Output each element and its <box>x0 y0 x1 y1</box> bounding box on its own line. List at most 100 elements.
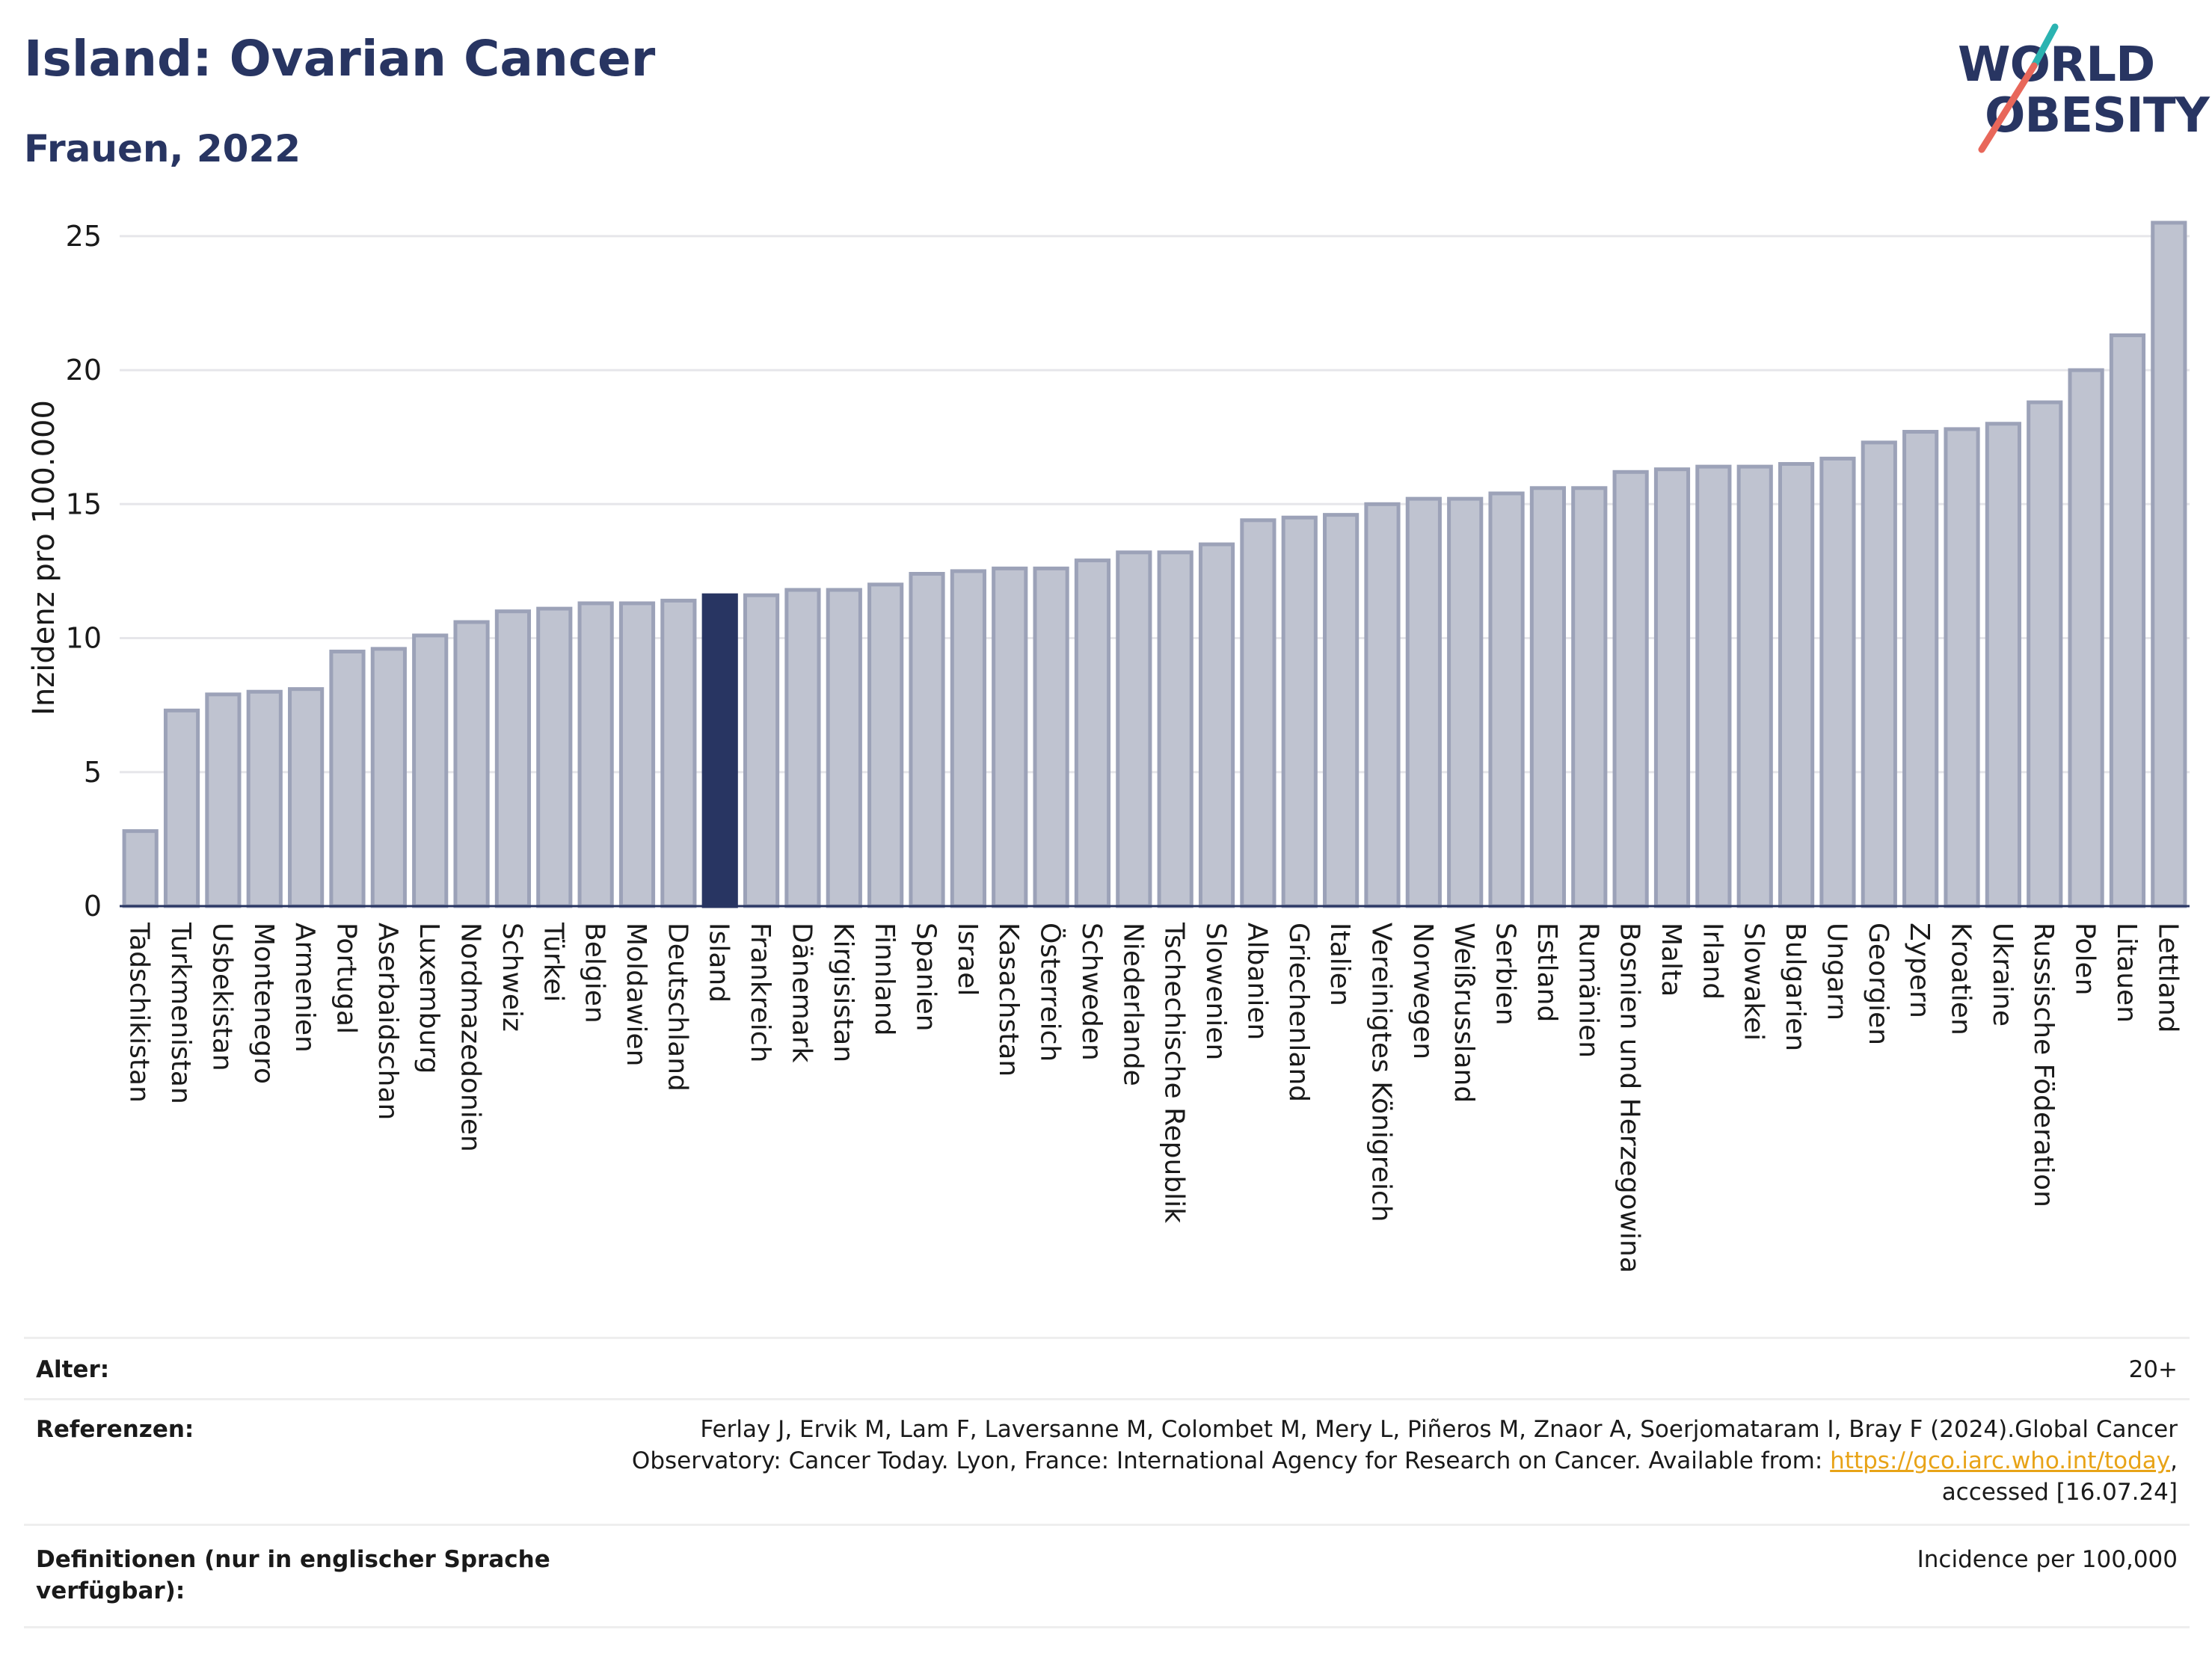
x-tick-label: Luxemburg <box>414 923 444 1074</box>
x-tick-label: Ungarn <box>1821 923 1852 1021</box>
bar-Polen <box>2068 368 2104 908</box>
y-tick-label: 5 <box>84 756 102 789</box>
x-tick-label: Island <box>704 923 734 1003</box>
y-tick-label: 20 <box>66 354 102 387</box>
bar-Schweiz <box>494 609 532 908</box>
bar-Finnland <box>867 582 904 908</box>
bar-Irland <box>1695 464 1732 908</box>
x-tick-label: Bosnien und Herzegowina <box>1615 923 1645 1273</box>
bar-Niederlande <box>1116 550 1152 908</box>
bar-Slowakei <box>1736 464 1773 908</box>
bar-Spanien <box>909 572 945 908</box>
bar-Ukraine <box>1985 422 2021 908</box>
x-tick-label: Estland <box>1531 923 1562 1022</box>
bar-Lettland <box>2151 221 2187 908</box>
x-tick-label: Israel <box>952 923 983 996</box>
references-text: Ferlay J, Ervik M, Lam F, Laversanne M, … <box>607 1414 2178 1508</box>
x-tick-label: Deutschland <box>662 923 692 1092</box>
x-tick-label: Norwegen <box>1407 923 1438 1059</box>
bar-Kroatien <box>1944 427 1980 908</box>
age-label: Alter: <box>36 1356 110 1383</box>
bar-Serbien <box>1488 491 1525 908</box>
y-tick-label: 25 <box>66 220 102 253</box>
x-tick-label: Tschechische Republik <box>1159 922 1190 1223</box>
x-tick-label: Frankreich <box>745 923 775 1062</box>
logo-text-obesity: OBESITY <box>1985 88 2210 144</box>
logo-text-world: WORLD <box>1958 37 2155 93</box>
reference-line-3: accessed [16.07.24] <box>1941 1479 2178 1506</box>
bar-Tschechische Republik <box>1157 550 1193 908</box>
y-tick-label: 15 <box>66 487 102 520</box>
x-tick-label: Spanien <box>911 923 941 1032</box>
x-tick-label: Slowakei <box>1739 923 1769 1041</box>
x-tick-label: Weißrussland <box>1448 923 1479 1103</box>
reference-line-1: Ferlay J, Ervik M, Lam F, Laversanne M, … <box>700 1416 2178 1443</box>
definitions-label: Definitionen (nur in englischer Sprache … <box>36 1546 550 1604</box>
bar-Vereinigtes Königreich <box>1364 502 1401 908</box>
reference-link[interactable]: https://gco.iarc.who.int/today <box>1830 1447 2171 1474</box>
reference-line-2: Observatory: Cancer Today. Lyon, France:… <box>607 1445 2178 1477</box>
bar-Litauen <box>2109 333 2146 908</box>
bar-Kasachstan <box>992 566 1028 908</box>
bar-Norwegen <box>1405 496 1442 908</box>
x-tick-label: Österreich <box>1035 923 1066 1062</box>
x-tick-label: Finnland <box>869 923 900 1035</box>
y-tick-label: 0 <box>84 890 102 923</box>
bar-Armenien <box>288 687 325 908</box>
x-tick-label: Schweiz <box>497 923 527 1032</box>
x-tick-label: Portugal <box>331 923 361 1034</box>
age-value: 20+ <box>2128 1356 2178 1383</box>
x-tick-label: Schweden <box>1076 923 1107 1061</box>
x-tick-label: Georgien <box>1863 923 1893 1045</box>
bar-Kirgisistan <box>826 588 862 908</box>
reference-line-2-text: Observatory: Cancer Today. Lyon, France:… <box>631 1447 1831 1474</box>
x-tick-label: Bulgarien <box>1780 923 1810 1051</box>
x-tick-label: Malta <box>1656 923 1686 997</box>
bar-Schweden <box>1074 558 1111 908</box>
x-tick-label: Zypern <box>1904 923 1935 1018</box>
x-tick-label: Moldawien <box>621 923 651 1066</box>
y-tick-label: 10 <box>66 622 102 655</box>
reference-line-2-end: , <box>2170 1447 2178 1474</box>
bar-Luxemburg <box>412 633 449 908</box>
bar-Moldawien <box>618 601 656 908</box>
x-tick-label: Dänemark <box>786 923 817 1063</box>
x-tick-label: Polen <box>2070 923 2101 995</box>
bar-Aserbaidschan <box>370 647 407 908</box>
bar-Griechenland <box>1281 515 1318 908</box>
x-tick-label: Niederlande <box>1117 923 1148 1086</box>
bar-Italien <box>1323 513 1360 908</box>
bar-Usbekistan <box>205 692 242 908</box>
x-tick-label: Montenegro <box>248 923 279 1084</box>
x-tick-label: Ukraine <box>1987 923 2018 1026</box>
x-tick-label: Russische Föderation <box>2028 923 2059 1207</box>
chart-subtitle: Frauen, 2022 <box>24 127 301 170</box>
x-tick-label: Nordmazedonien <box>455 923 486 1152</box>
logo-slash-icon <box>1978 23 2059 153</box>
x-tick-label: Albanien <box>1241 923 1272 1040</box>
bar-Portugal <box>329 649 366 908</box>
bar-Nordmazedonien <box>453 620 490 908</box>
bar-Island <box>701 593 738 908</box>
bar-Russische Föderation <box>2027 400 2063 908</box>
bar-Estland <box>1529 486 1567 908</box>
bar-Österreich <box>1033 566 1069 908</box>
y-axis-label: Inzidenz pro 100.000 <box>27 400 61 715</box>
x-tick-label: Usbekistan <box>206 923 237 1071</box>
x-tick-label: Aserbaidschan <box>372 923 403 1120</box>
world-obesity-logo: WORLD OBESITY <box>1952 22 2210 157</box>
bar-Albanien <box>1240 518 1276 908</box>
x-tick-label: Kirgisistan <box>828 923 858 1062</box>
x-tick-label: Litauen <box>2111 923 2142 1023</box>
x-tick-label: Belgien <box>580 923 610 1024</box>
age-row: Alter: 20+ <box>24 1337 2190 1400</box>
bar-Dänemark <box>784 588 821 908</box>
bar-Montenegro <box>246 689 283 908</box>
bar-Rumänien <box>1571 486 1608 908</box>
x-tick-label: Griechenland <box>1283 923 1314 1102</box>
x-tick-label: Armenien <box>289 923 320 1053</box>
bar-Malta <box>1653 467 1691 908</box>
x-tick-label: Rumänien <box>1573 923 1603 1058</box>
bar-Türkei <box>536 606 573 908</box>
references-label: Referenzen: <box>36 1416 194 1443</box>
